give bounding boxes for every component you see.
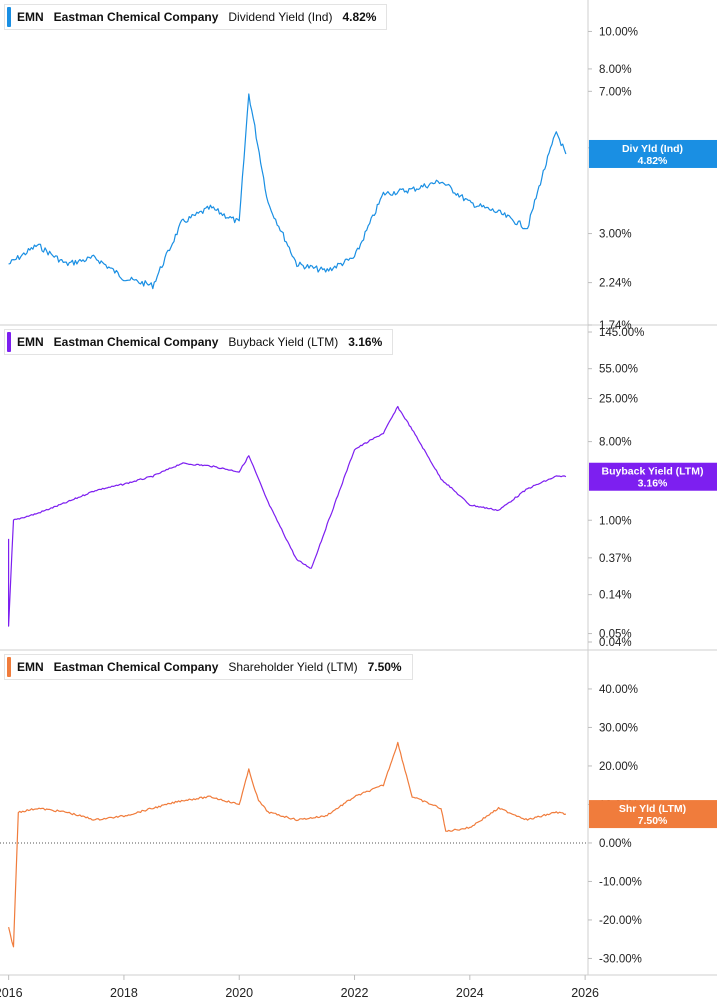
series-color-swatch bbox=[7, 7, 11, 27]
y-tick-label: 25.00% bbox=[599, 394, 638, 406]
legend-buyback-yield: EMN Eastman Chemical Company Buyback Yie… bbox=[4, 329, 394, 355]
y-tick-label: 1.00% bbox=[599, 515, 632, 527]
y-tick-label: 55.00% bbox=[599, 364, 638, 376]
y-tick-label: -30.00% bbox=[599, 953, 642, 965]
x-tick-label: 2022 bbox=[341, 986, 369, 1000]
value-tag-label: Shr Yld (LTM) bbox=[619, 803, 686, 815]
ticker-label: EMN bbox=[17, 660, 44, 674]
y-tick-label: 30.00% bbox=[599, 722, 638, 734]
x-tick-label: 2024 bbox=[456, 986, 484, 1000]
value-tag bbox=[589, 139, 717, 168]
ticker-label: EMN bbox=[17, 10, 44, 24]
metric-value: 7.50% bbox=[367, 660, 402, 674]
y-tick-label: 40.00% bbox=[599, 684, 638, 696]
y-tick-label: 0.05% bbox=[599, 629, 632, 641]
y-tick-label: 0.04% bbox=[599, 637, 632, 649]
metric-value: 4.82% bbox=[342, 10, 377, 24]
metric-label: Dividend Yield (Ind) bbox=[228, 10, 333, 24]
y-tick-label: 3.00% bbox=[599, 229, 632, 241]
company-label: Eastman Chemical Company bbox=[53, 660, 219, 674]
value-tag-value: 7.50% bbox=[638, 815, 668, 827]
legend-shareholder-yield: EMN Eastman Chemical Company Shareholder… bbox=[4, 654, 413, 680]
series-line bbox=[8, 93, 567, 290]
metric-label: Shareholder Yield (LTM) bbox=[228, 660, 358, 674]
x-tick-label: 2020 bbox=[225, 986, 253, 1000]
y-tick-label: -20.00% bbox=[599, 915, 642, 927]
metric-label: Buyback Yield (LTM) bbox=[228, 335, 339, 349]
series-color-swatch bbox=[7, 332, 11, 352]
x-tick-label: 2026 bbox=[571, 986, 599, 1000]
y-tick-label: 0.00% bbox=[599, 838, 632, 850]
y-tick-label: 8.00% bbox=[599, 64, 632, 76]
series-color-swatch bbox=[7, 657, 11, 677]
y-tick-label: -10.00% bbox=[599, 876, 642, 888]
series-line bbox=[8, 741, 567, 948]
value-tag-value: 3.16% bbox=[638, 478, 668, 490]
y-tick-label: 0.14% bbox=[599, 590, 632, 602]
legend-dividend-yield: EMN Eastman Chemical Company Dividend Yi… bbox=[4, 4, 388, 30]
y-tick-label: 0.37% bbox=[599, 553, 632, 565]
y-tick-label: 2.24% bbox=[599, 278, 632, 290]
value-tag-label: Div Yld (Ind) bbox=[622, 143, 683, 155]
company-label: Eastman Chemical Company bbox=[53, 10, 219, 24]
y-tick-label: 8.00% bbox=[599, 437, 632, 449]
y-tick-label: 7.00% bbox=[599, 86, 632, 98]
y-tick-label: 10.00% bbox=[599, 26, 638, 38]
x-tick-label: 2018 bbox=[110, 986, 138, 1000]
value-tag bbox=[589, 800, 717, 829]
company-label: Eastman Chemical Company bbox=[53, 335, 219, 349]
metric-value: 3.16% bbox=[348, 335, 383, 349]
ticker-label: EMN bbox=[17, 335, 44, 349]
series-line bbox=[8, 405, 567, 627]
value-tag-value: 4.82% bbox=[638, 155, 668, 167]
y-tick-label: 1.74% bbox=[599, 320, 632, 332]
x-tick-label: 2016 bbox=[0, 986, 23, 1000]
value-tag bbox=[589, 462, 717, 491]
y-tick-label: 20.00% bbox=[599, 761, 638, 773]
y-tick-label: 145.00% bbox=[599, 327, 644, 339]
value-tag-label: Buyback Yield (LTM) bbox=[602, 466, 704, 478]
